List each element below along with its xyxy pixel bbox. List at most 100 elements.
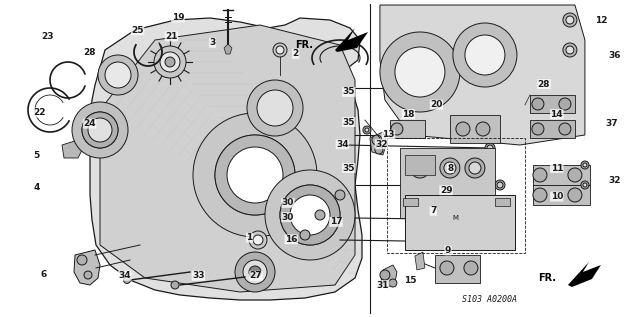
Polygon shape xyxy=(224,44,232,54)
Text: 3: 3 xyxy=(209,38,216,47)
Circle shape xyxy=(276,46,284,54)
Circle shape xyxy=(495,180,505,190)
Text: 16: 16 xyxy=(285,235,298,244)
Text: S103 A0200A: S103 A0200A xyxy=(463,295,517,305)
Circle shape xyxy=(363,126,371,134)
Polygon shape xyxy=(100,25,355,292)
Text: 13: 13 xyxy=(382,130,395,139)
Bar xyxy=(435,255,480,283)
Circle shape xyxy=(450,210,460,220)
Text: 18: 18 xyxy=(402,110,415,119)
Text: M: M xyxy=(452,215,458,221)
Circle shape xyxy=(583,163,587,167)
Text: 2: 2 xyxy=(292,49,299,58)
Text: 11: 11 xyxy=(550,164,563,172)
Circle shape xyxy=(532,98,544,110)
Circle shape xyxy=(465,237,475,247)
Bar xyxy=(405,195,515,250)
Text: 30: 30 xyxy=(282,213,294,222)
Circle shape xyxy=(124,276,131,283)
Text: 6: 6 xyxy=(40,270,47,279)
Circle shape xyxy=(380,32,460,112)
Circle shape xyxy=(365,128,369,132)
Text: 28: 28 xyxy=(83,48,96,57)
Polygon shape xyxy=(533,185,590,205)
Circle shape xyxy=(559,98,571,110)
Polygon shape xyxy=(568,262,601,287)
Circle shape xyxy=(581,161,589,169)
Circle shape xyxy=(154,46,186,78)
Text: 32: 32 xyxy=(375,140,388,149)
Circle shape xyxy=(568,188,582,202)
Text: 30: 30 xyxy=(282,198,294,207)
Text: 4: 4 xyxy=(33,183,40,191)
Circle shape xyxy=(171,281,179,289)
Text: 10: 10 xyxy=(550,192,563,201)
Text: FR.: FR. xyxy=(538,273,556,283)
Circle shape xyxy=(315,210,325,220)
Circle shape xyxy=(280,185,340,245)
Text: 34: 34 xyxy=(336,140,349,149)
Text: 24: 24 xyxy=(83,119,96,128)
Circle shape xyxy=(82,112,118,148)
Circle shape xyxy=(533,168,547,182)
Circle shape xyxy=(476,122,490,136)
Polygon shape xyxy=(62,140,82,158)
Text: 23: 23 xyxy=(42,32,54,41)
Text: 35: 35 xyxy=(342,118,355,126)
Circle shape xyxy=(193,113,317,237)
Bar xyxy=(450,115,500,143)
Bar xyxy=(405,155,435,175)
Circle shape xyxy=(249,231,267,249)
Circle shape xyxy=(469,162,481,174)
Text: 8: 8 xyxy=(447,164,454,172)
Circle shape xyxy=(493,215,503,225)
Circle shape xyxy=(568,168,582,182)
Circle shape xyxy=(215,135,295,215)
Text: 14: 14 xyxy=(550,110,563,119)
Polygon shape xyxy=(74,250,100,285)
Polygon shape xyxy=(335,28,368,52)
Text: 28: 28 xyxy=(538,80,550,88)
Bar xyxy=(390,120,425,138)
Circle shape xyxy=(375,146,383,154)
Circle shape xyxy=(335,190,345,200)
Circle shape xyxy=(583,183,587,187)
Circle shape xyxy=(497,85,503,91)
Circle shape xyxy=(465,35,505,75)
Text: 1: 1 xyxy=(246,233,253,242)
Circle shape xyxy=(105,62,131,88)
Circle shape xyxy=(253,235,263,245)
Circle shape xyxy=(497,182,503,188)
Bar xyxy=(530,95,575,113)
Bar xyxy=(403,198,418,206)
Text: 12: 12 xyxy=(595,16,608,25)
Bar xyxy=(495,198,510,206)
Circle shape xyxy=(456,122,470,136)
Circle shape xyxy=(485,143,495,153)
Circle shape xyxy=(440,158,460,178)
Circle shape xyxy=(77,255,87,265)
Circle shape xyxy=(280,185,340,245)
Bar xyxy=(400,148,495,218)
Circle shape xyxy=(533,188,547,202)
Circle shape xyxy=(273,43,287,57)
Circle shape xyxy=(440,261,454,275)
Circle shape xyxy=(532,123,544,135)
Polygon shape xyxy=(370,132,387,155)
Text: 7: 7 xyxy=(430,206,436,215)
Circle shape xyxy=(243,260,267,284)
Circle shape xyxy=(444,162,456,174)
Circle shape xyxy=(300,230,310,240)
Circle shape xyxy=(410,158,430,178)
Circle shape xyxy=(290,195,330,235)
Circle shape xyxy=(389,279,397,287)
Circle shape xyxy=(380,270,390,280)
Circle shape xyxy=(395,47,445,97)
Text: 35: 35 xyxy=(342,164,355,172)
Text: 20: 20 xyxy=(430,100,443,109)
Text: 19: 19 xyxy=(172,13,184,22)
Circle shape xyxy=(98,55,138,95)
Polygon shape xyxy=(380,5,585,145)
Circle shape xyxy=(447,207,463,223)
